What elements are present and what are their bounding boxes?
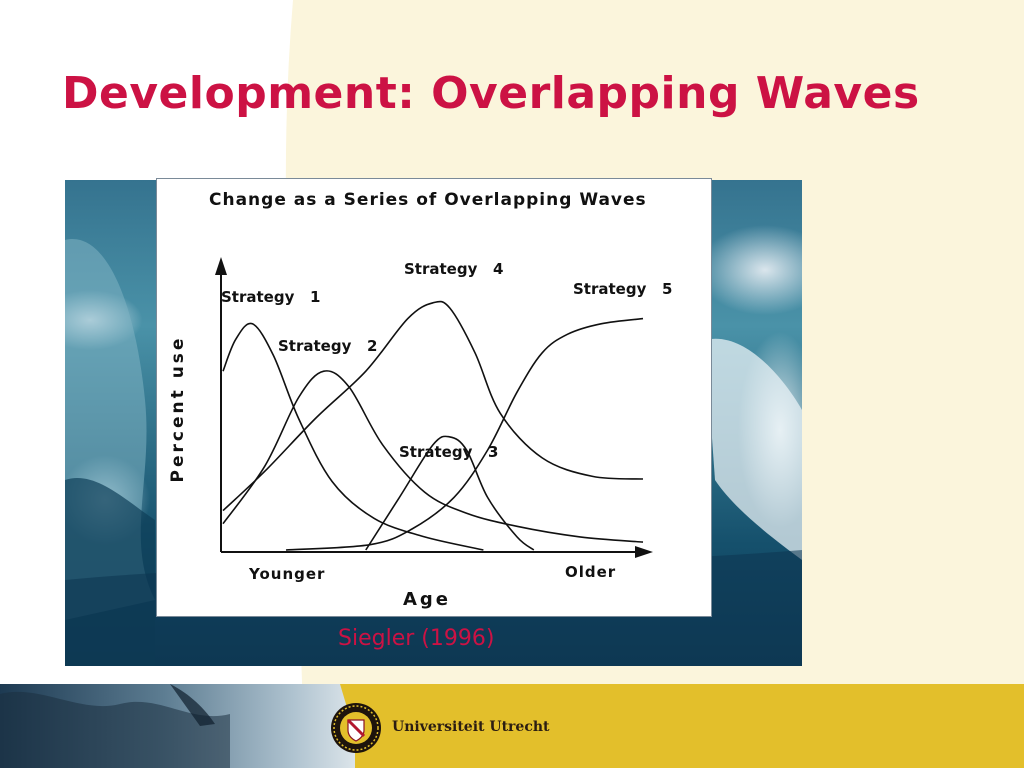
chart-panel: Change as a Series of Overlapping Waves … <box>156 178 712 617</box>
university-seal <box>331 703 381 753</box>
x-tick-younger: Younger <box>248 565 325 583</box>
series-label-strategy-4: Strategy 4 <box>404 260 503 278</box>
series-label-strategy-1: Strategy 1 <box>221 288 320 306</box>
citation: Siegler (1996) <box>338 626 495 651</box>
y-axis-label: Percent use <box>168 336 188 483</box>
slide-title: Development: Overlapping Waves <box>62 68 920 119</box>
x-axis-arrow <box>635 546 653 558</box>
footer-bar <box>0 684 1024 768</box>
series-label-strategy-2: Strategy 2 <box>278 337 377 355</box>
x-axis-label: Age <box>403 589 451 610</box>
university-wordmark: Universiteit Utrecht <box>392 719 550 735</box>
overlapping-waves-chart: Change as a Series of Overlapping Waves … <box>168 190 672 610</box>
x-tick-older: Older <box>565 563 616 581</box>
y-axis-arrow <box>215 257 227 275</box>
series-line-strategy-3 <box>365 435 535 551</box>
series-label-strategy-5: Strategy 5 <box>573 280 672 298</box>
series-line-strategy-5 <box>285 317 644 551</box>
series-line-strategy-4 <box>222 300 644 512</box>
series-line-strategy-2 <box>222 370 644 543</box>
chart-title: Change as a Series of Overlapping Waves <box>209 190 647 210</box>
series-label-strategy-3: Strategy 3 <box>399 443 498 461</box>
